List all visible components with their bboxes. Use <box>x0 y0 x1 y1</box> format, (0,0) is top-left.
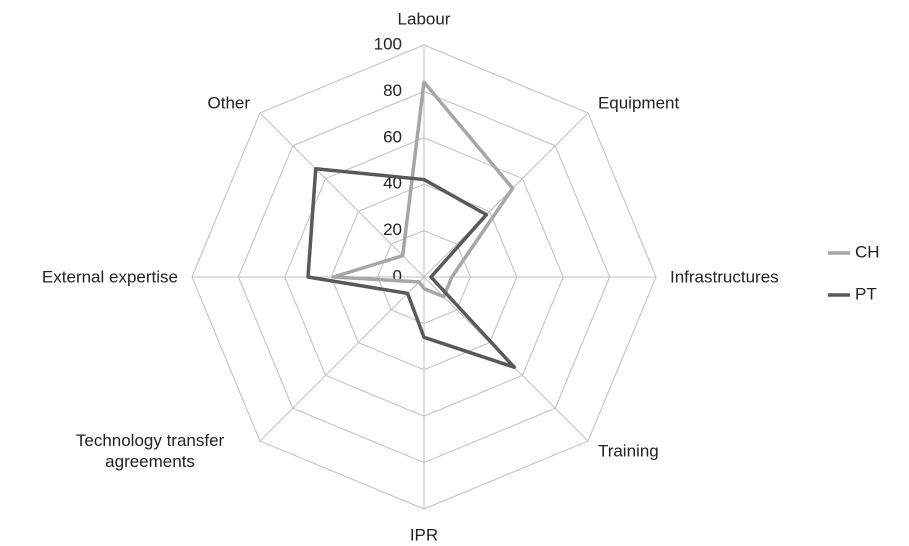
legend-label: PT <box>855 284 877 303</box>
tick-label: 20 <box>383 220 402 239</box>
tick-label: 80 <box>383 81 402 100</box>
tick-label: 60 <box>383 127 402 146</box>
category-label: IPR <box>409 525 439 545</box>
legend-label: CH <box>855 242 880 261</box>
axis-spoke <box>259 276 425 442</box>
category-label: Labour <box>397 9 451 29</box>
axis-spoke <box>259 112 425 278</box>
tick-label: 100 <box>374 34 402 53</box>
series-line <box>306 166 516 369</box>
category-label: Training <box>597 441 659 461</box>
category-label: Equipment <box>597 93 680 113</box>
tick-label: 0 <box>393 266 402 285</box>
category-label: Other <box>207 93 251 113</box>
category-label: External expertise <box>41 267 178 287</box>
series-line <box>331 80 515 299</box>
category-label: Technology transfer agreements <box>75 430 225 471</box>
category-label: Infrastructures <box>670 267 779 287</box>
